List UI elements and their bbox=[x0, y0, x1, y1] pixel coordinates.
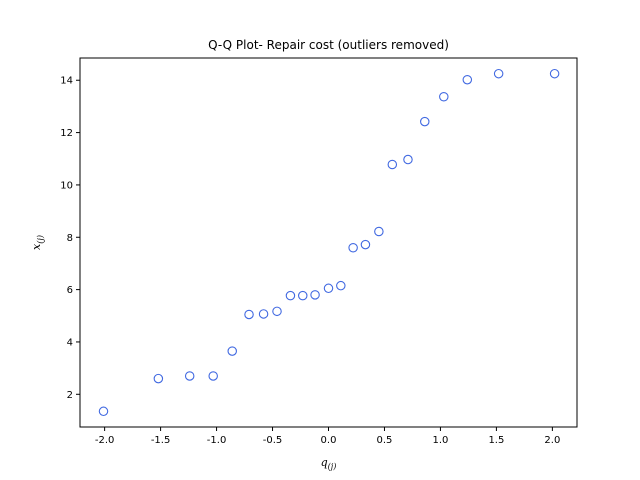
data-point bbox=[153, 373, 164, 384]
axes-frame bbox=[79, 57, 578, 428]
x-tick-label: -1.0 bbox=[207, 435, 227, 446]
data-point bbox=[323, 283, 334, 294]
data-points bbox=[98, 68, 560, 417]
y-tick-label: 14 bbox=[60, 76, 73, 87]
data-point bbox=[298, 290, 308, 301]
data-point bbox=[549, 68, 560, 79]
data-point bbox=[336, 280, 346, 291]
x-axis: -2.0 -1.5 -1.0 -0.5 0.0 0.5 1.0 1.5 2.0 bbox=[95, 427, 560, 446]
plot-area: -2.0 -1.5 -1.0 -0.5 0.0 0.5 1.0 1.5 2.0 2 4 6 8 10 12… bbox=[60, 57, 578, 446]
data-point bbox=[420, 116, 430, 127]
x-tick-label: 0.0 bbox=[321, 435, 337, 446]
data-point bbox=[439, 91, 449, 102]
y-tick-label: 4 bbox=[67, 337, 73, 348]
data-point bbox=[403, 154, 413, 165]
data-point bbox=[387, 159, 398, 170]
data-point bbox=[208, 371, 218, 381]
y-tick-label: 2 bbox=[67, 390, 73, 401]
x-tick-label: 2.0 bbox=[544, 435, 560, 446]
chart-title: Q-Q Plot- Repair cost (outliers removed) bbox=[208, 38, 449, 52]
data-point bbox=[374, 226, 384, 237]
data-point bbox=[348, 242, 358, 253]
data-point bbox=[272, 306, 282, 317]
y-axis: 2 4 6 8 10 12 14 bbox=[60, 76, 80, 401]
y-tick-label: 8 bbox=[67, 233, 73, 244]
data-point bbox=[227, 346, 237, 356]
x-tick-label: -1.5 bbox=[151, 435, 171, 446]
y-tick-label: 10 bbox=[60, 180, 73, 191]
data-point bbox=[360, 239, 371, 250]
x-tick-label: -2.0 bbox=[95, 435, 115, 446]
x-tick-label: -0.5 bbox=[263, 435, 283, 446]
x-tick-label: 0.5 bbox=[377, 435, 393, 446]
data-point bbox=[244, 309, 254, 320]
x-axis-label: q(j) bbox=[321, 456, 337, 471]
y-axis-label: x(j) bbox=[30, 235, 45, 250]
data-point bbox=[462, 74, 473, 85]
data-point bbox=[258, 309, 269, 319]
data-point bbox=[310, 290, 320, 300]
y-tick-label: 6 bbox=[67, 285, 73, 296]
data-point bbox=[184, 371, 195, 381]
data-point bbox=[285, 290, 296, 301]
data-point bbox=[98, 406, 109, 417]
x-tick-label: 1.5 bbox=[488, 435, 504, 446]
x-tick-label: 1.0 bbox=[432, 435, 448, 446]
y-tick-label: 12 bbox=[60, 128, 73, 139]
data-point bbox=[493, 68, 504, 79]
